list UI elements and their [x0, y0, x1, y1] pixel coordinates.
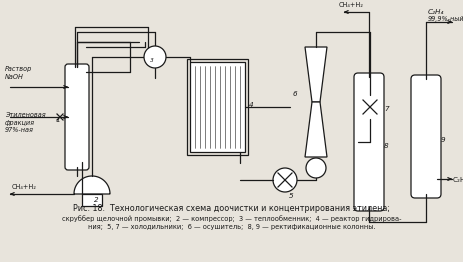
- Text: 1: 1: [56, 117, 61, 123]
- Text: C₂H₆: C₂H₆: [452, 177, 463, 183]
- Bar: [189, 62, 244, 152]
- Text: CH₄+H₂: CH₄+H₂: [338, 2, 363, 8]
- Polygon shape: [74, 176, 110, 194]
- Circle shape: [305, 158, 325, 178]
- Circle shape: [357, 95, 381, 119]
- Text: 7: 7: [383, 106, 388, 112]
- Text: Рис. 18.  Технологическая схема доочистки и концентрирования этилена;: Рис. 18. Технологическая схема доочистки…: [73, 204, 390, 213]
- FancyBboxPatch shape: [410, 75, 440, 198]
- Text: 6: 6: [292, 91, 297, 97]
- Text: 3: 3: [150, 57, 154, 63]
- Bar: [187, 59, 247, 155]
- Text: 8: 8: [383, 144, 388, 150]
- Bar: [82, 194, 102, 206]
- FancyBboxPatch shape: [353, 73, 383, 211]
- Circle shape: [272, 168, 296, 192]
- Text: Раствор
NaOH: Раствор NaOH: [5, 67, 32, 80]
- Text: 99,9%-ный: 99,9%-ный: [427, 16, 463, 22]
- Text: Этиленовая
фракция
97%-ная: Этиленовая фракция 97%-ная: [5, 112, 45, 133]
- Text: 2: 2: [94, 197, 99, 203]
- Text: CH₄+H₂: CH₄+H₂: [12, 184, 37, 190]
- FancyBboxPatch shape: [65, 64, 89, 170]
- Text: C₂H₄: C₂H₄: [427, 9, 444, 15]
- Polygon shape: [304, 47, 326, 102]
- Text: ния;  5, 7 — холодильники;  6 — осушитель;  8, 9 — ректификационные колонны.: ния; 5, 7 — холодильники; 6 — осушитель;…: [88, 224, 375, 230]
- Text: скруббер щелочной промывки;  2 — компрессор;  3 — теплообменник;  4 — реактор ги: скруббер щелочной промывки; 2 — компресс…: [62, 215, 401, 222]
- Polygon shape: [304, 102, 326, 157]
- Text: 9: 9: [440, 137, 444, 143]
- Text: 4: 4: [249, 102, 253, 108]
- Circle shape: [144, 46, 166, 68]
- Text: 5: 5: [288, 193, 293, 199]
